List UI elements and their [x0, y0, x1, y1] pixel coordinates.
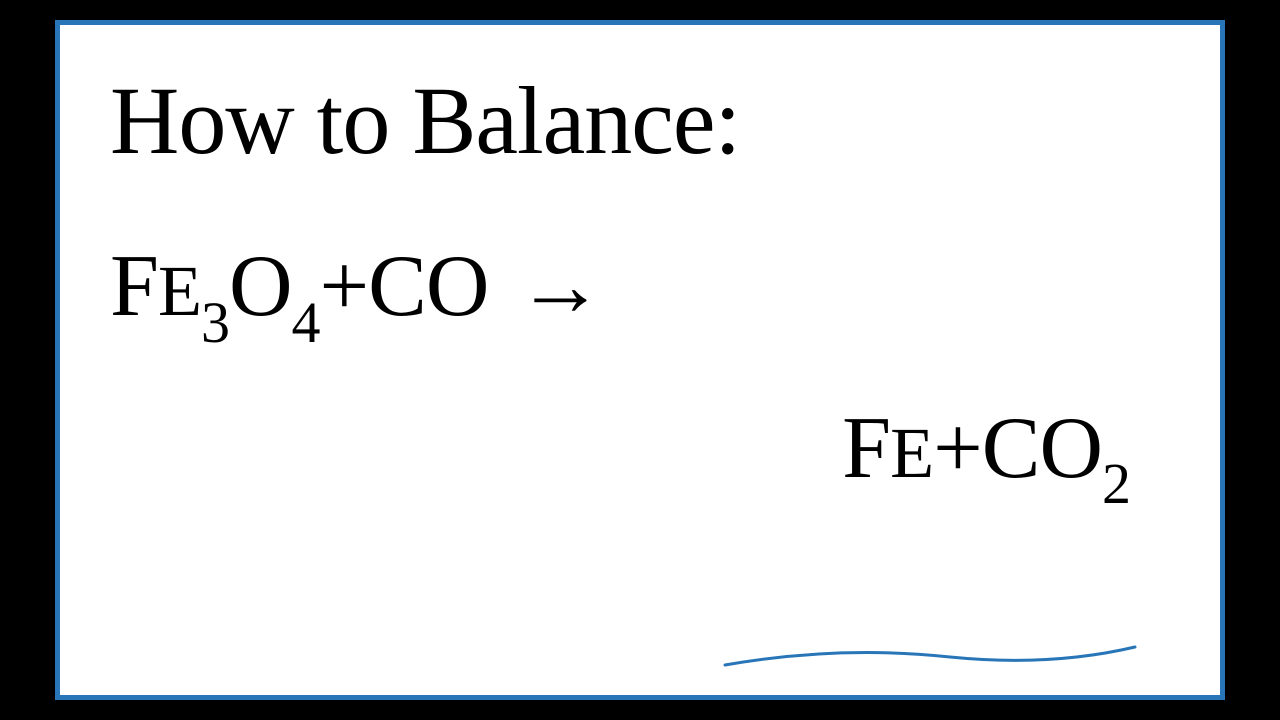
plus-sign-2: + [933, 398, 982, 499]
slide-title: How to Balance: [110, 65, 1170, 176]
equation-products-line: FE + CO2 [110, 398, 1170, 510]
product-co2: CO2 [982, 398, 1130, 510]
slide-container: How to Balance: FE3O4 + CO → FE + CO2 [55, 20, 1225, 700]
reaction-arrow: → [516, 236, 603, 337]
reactant-fe3o4: FE3O4 [110, 236, 320, 348]
equation-reactants-line: FE3O4 + CO → [110, 236, 1170, 348]
plus-sign-1: + [320, 236, 369, 337]
reactant-co: CO [368, 236, 488, 337]
product-fe: FE [842, 398, 933, 499]
underline-swoosh-icon [720, 635, 1140, 675]
